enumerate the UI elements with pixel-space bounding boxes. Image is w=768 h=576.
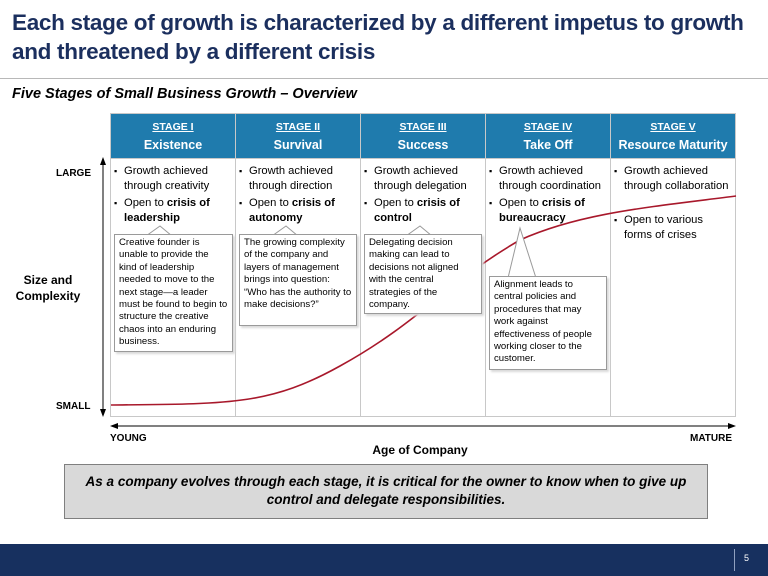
x-axis-low-label: YOUNG — [110, 433, 147, 444]
bullet-text-pre: Open to — [249, 197, 292, 209]
stage-number: STAGE III — [399, 121, 447, 133]
bullet-text-pre: Open to — [374, 197, 417, 209]
bullet-dot-icon: ▪ — [489, 198, 493, 208]
stage-name: Success — [397, 138, 449, 152]
stage-number: STAGE I — [152, 121, 194, 133]
stage-header-4: STAGE IV Take Off — [486, 114, 610, 159]
stage-name: Existence — [143, 138, 203, 152]
stage-bullets: ▪ Growth achieved through coordination ▪ O… — [489, 164, 609, 228]
y-axis-title: Size and Complexity — [15, 273, 81, 303]
stage-name: Resource Maturity — [618, 138, 728, 152]
stage-number: STAGE V — [650, 121, 696, 133]
bullet-growth: ▪ Growth achieved through collaboration — [614, 164, 734, 193]
slide-title: Each stage of growth is characterized by… — [12, 10, 744, 64]
stage-header-2: STAGE II Survival — [236, 114, 360, 159]
stage-column-4: STAGE IV Take Off ▪ Growth achieved throu… — [486, 114, 611, 416]
bullet-crisis: ▪ Open to crisis of control — [364, 196, 484, 225]
slide-subtitle: Five Stages of Small Business Growth – O… — [12, 86, 357, 102]
callout-stage-2: The growing complexity of the company an… — [239, 234, 357, 326]
bullet-text: Open to various forms of crises — [624, 214, 703, 241]
y-axis-high-label: LARGE — [56, 168, 91, 179]
bullet-crisis: ▪ Open to crisis of leadership — [114, 196, 234, 225]
footer-divider — [734, 549, 735, 571]
bullet-growth: ▪ Growth achieved through coordination — [489, 164, 609, 193]
stage-header-1: STAGE I Existence — [111, 114, 235, 159]
bullet-dot-icon: ▪ — [614, 215, 618, 225]
bullet-text-pre: Open to — [499, 197, 542, 209]
bullet-crisis: ▪ Open to crisis of autonomy — [239, 196, 359, 225]
bullet-text: Growth achieved through direction — [249, 165, 333, 192]
bullet-dot-icon: ▪ — [239, 198, 243, 208]
takeaway-box: As a company evolves through each stage,… — [64, 464, 708, 519]
y-axis-arrow-down-icon — [100, 409, 106, 417]
bullet-dot-icon: ▪ — [114, 166, 118, 176]
bullet-dot-icon: ▪ — [364, 198, 368, 208]
bullet-text: Growth achieved through collaboration — [624, 165, 729, 192]
bullet-dot-icon: ▪ — [239, 166, 243, 176]
stage-bullets: ▪ Growth achieved through delegation ▪ Ope… — [364, 164, 484, 228]
bullet-growth: ▪ Growth achieved through direction — [239, 164, 359, 193]
x-axis-arrow-right-icon — [728, 423, 736, 429]
bullet-text: Growth achieved through coordination — [499, 165, 602, 192]
stage-name: Take Off — [523, 138, 573, 152]
bullet-crisis: ▪ Open to various forms of crises — [614, 213, 734, 242]
stage-header-5: STAGE V Resource Maturity — [611, 114, 735, 159]
callout-stage-3: Delegating decision making can lead to d… — [364, 234, 482, 314]
footer-bar — [0, 544, 768, 576]
bullet-dot-icon: ▪ — [114, 198, 118, 208]
bullet-dot-icon: ▪ — [489, 166, 493, 176]
bullet-dot-icon: ▪ — [364, 166, 368, 176]
stage-column-5: STAGE V Resource Maturity ▪ Growth achiev… — [611, 114, 735, 416]
bullet-text-pre: Open to — [124, 197, 167, 209]
page-number: 5 — [744, 553, 750, 563]
title-divider — [0, 78, 768, 79]
callout-stage-1: Creative founder is unable to provide th… — [114, 234, 233, 352]
y-axis-low-label: SMALL — [56, 401, 91, 412]
x-axis-arrow-left-icon — [110, 423, 118, 429]
stage-header-3: STAGE III Success — [361, 114, 485, 159]
bullet-crisis: ▪ Open to crisis of bureaucracy — [489, 196, 609, 225]
bullet-growth: ▪ Growth achieved through delegation — [364, 164, 484, 193]
stage-bullets: ▪ Growth achieved through creativity ▪ Ope… — [114, 164, 234, 228]
bullet-text: Growth achieved through delegation — [374, 165, 467, 192]
stage-number: STAGE IV — [523, 121, 573, 133]
bullet-text: Growth achieved through creativity — [124, 165, 210, 192]
x-axis-high-label: MATURE — [690, 433, 733, 444]
bullet-growth: ▪ Growth achieved through creativity — [114, 164, 234, 193]
stage-bullets: ▪ Growth achieved through collaboration ▪… — [614, 164, 734, 245]
stage-bullets: ▪ Growth achieved through direction ▪ Open… — [239, 164, 359, 228]
x-axis-title: Age of Company — [372, 443, 468, 457]
stage-name: Survival — [273, 138, 323, 152]
bullet-dot-icon: ▪ — [614, 166, 618, 176]
stage-number: STAGE II — [275, 121, 321, 133]
y-axis-arrow-up-icon — [100, 157, 106, 165]
callout-stage-4: Alignment leads to central policies and … — [489, 276, 607, 370]
